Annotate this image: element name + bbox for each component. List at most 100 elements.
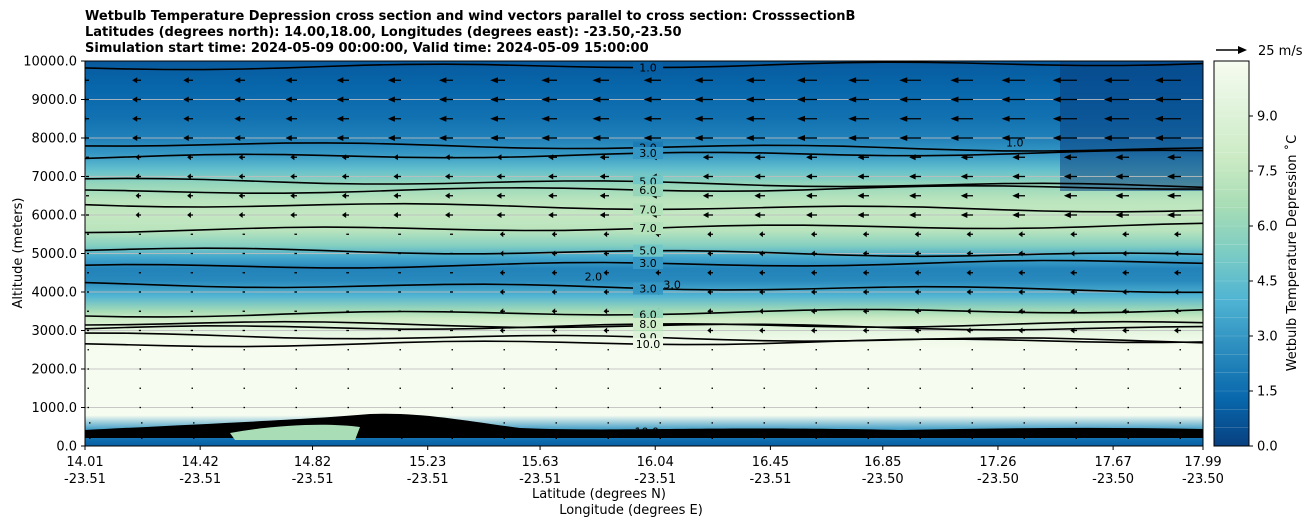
contour-label-bg: [633, 244, 663, 257]
wind-vector-head: [1103, 96, 1112, 103]
contour-label: 3.0: [639, 283, 657, 296]
wind-vector-head: [1155, 135, 1163, 141]
wind-vector-head: [899, 77, 908, 84]
wind-vector-head: [914, 231, 919, 238]
wind-vector-head: [234, 96, 241, 103]
wind-vector-head: [1063, 192, 1071, 199]
wind-vector-head: [1070, 289, 1075, 295]
wind-vector-head: [592, 96, 601, 103]
wind-vector-head: [238, 192, 243, 199]
wind-vector-head: [914, 289, 919, 295]
wind-vector-head: [655, 269, 660, 276]
wind-vector-head: [1063, 212, 1071, 218]
wind-vector-head: [541, 96, 550, 103]
wind-vector-head: [290, 173, 295, 180]
contour-label: 8.0: [639, 318, 657, 331]
contour-label-bg: [633, 338, 663, 351]
wind-vector-head: [1018, 269, 1023, 276]
x-tick-label-lon: -23.51: [634, 472, 676, 487]
wind-vector-head: [336, 77, 344, 84]
contour-label-bg: [633, 61, 663, 74]
wind-vector-head: [290, 192, 295, 199]
wind-vector-head: [966, 269, 971, 276]
wind-vector-head: [754, 154, 761, 161]
wind-vector-head: [806, 192, 813, 199]
wind-vector-head: [238, 212, 243, 218]
wind-vector-head: [592, 77, 601, 84]
wind-vector-head: [490, 96, 498, 103]
x-tick-label-lon: -23.51: [519, 472, 561, 487]
wind-vector-head: [499, 327, 504, 334]
wind-vector-head: [336, 96, 344, 103]
wind-vector-head: [1155, 96, 1163, 103]
wind-vector-head: [759, 327, 763, 334]
wind-vector-head: [1122, 327, 1127, 334]
wind-vector-head: [439, 96, 447, 103]
y-tick-label: 0.0: [56, 440, 77, 455]
wind-vector-head: [336, 135, 344, 141]
colorbar-tick-label: 1.5: [1257, 385, 1278, 400]
wind-vector-head: [909, 173, 916, 180]
wind-vector-head: [862, 308, 867, 315]
wind-vector-head: [1001, 77, 1010, 84]
wind-vector-head: [848, 77, 857, 84]
wind-vector-head: [1052, 77, 1061, 84]
wind-vector-head: [285, 77, 292, 84]
y-axis-label: Altitude (meters): [11, 198, 26, 309]
contour-label-bg: [633, 317, 663, 330]
wind-vector-head: [643, 135, 652, 141]
wind-vector-head: [132, 96, 138, 103]
wind-vector-head: [490, 135, 498, 141]
wind-vector-head: [548, 173, 554, 180]
wind-vector-head: [1122, 308, 1127, 315]
wind-key-arrow-head: [1238, 46, 1247, 54]
x-tick-label-lon: -23.50: [1092, 472, 1134, 487]
wind-vector-head: [811, 289, 815, 295]
wind-vector-head: [702, 154, 709, 161]
wind-vector-head: [811, 308, 815, 315]
wind-vector-head: [643, 77, 652, 84]
wind-vector-head: [135, 154, 140, 161]
y-tick-label: 8000.0: [32, 132, 78, 147]
y-tick-label: 2000.0: [32, 363, 78, 378]
wind-vector-head: [857, 154, 864, 161]
x-tick-label-lon: -23.50: [862, 472, 904, 487]
wind-vector-head: [1070, 327, 1075, 334]
contour-label: 6.0: [639, 184, 657, 197]
wind-vector-head: [745, 77, 754, 84]
wind-vector-head: [187, 212, 191, 218]
x-tick-label-lat: 16.85: [864, 455, 901, 470]
wind-vector-head: [187, 154, 191, 161]
chart-title-line-1: Wetbulb Temperature Depression cross sec…: [85, 9, 856, 24]
x-tick-label-lon: -23.51: [292, 472, 334, 487]
wind-vector-head: [797, 96, 805, 103]
wind-vector-head: [551, 327, 556, 334]
wind-vector-head: [132, 115, 138, 122]
contour-label: 5.0: [639, 245, 657, 258]
wind-vector-head: [496, 154, 502, 161]
wind-vector-head: [183, 96, 189, 103]
wind-vector-head: [285, 135, 292, 141]
wind-vector-head: [387, 96, 395, 103]
wind-vector-head: [899, 96, 908, 103]
wind-vector-head: [914, 250, 919, 257]
x-tick-label-lat: 14.01: [66, 455, 103, 470]
x-tick-label-lat: 15.23: [409, 455, 446, 470]
x-tick-label-lon: -23.50: [977, 472, 1019, 487]
contour-label: 2.0: [585, 271, 603, 284]
wind-vector-head: [1122, 250, 1127, 257]
wind-vector-head: [1167, 192, 1175, 199]
wind-vector-head: [1167, 212, 1175, 218]
wind-vector-head: [643, 96, 652, 103]
wind-vector-head: [745, 115, 754, 122]
wind-vector-head: [1103, 115, 1112, 122]
wind-vector-head: [707, 250, 711, 257]
chart-title-line-2: Latitudes (degrees north): 14.00,18.00, …: [85, 25, 682, 40]
wind-vector-head: [1018, 250, 1023, 257]
wind-vector-head: [759, 250, 763, 257]
x-axis-label-longitude: Longitude (degrees E): [559, 503, 703, 518]
wind-vector-head: [183, 135, 189, 141]
wind-vector-head: [966, 327, 971, 334]
y-tick-label: 6000.0: [32, 209, 78, 224]
